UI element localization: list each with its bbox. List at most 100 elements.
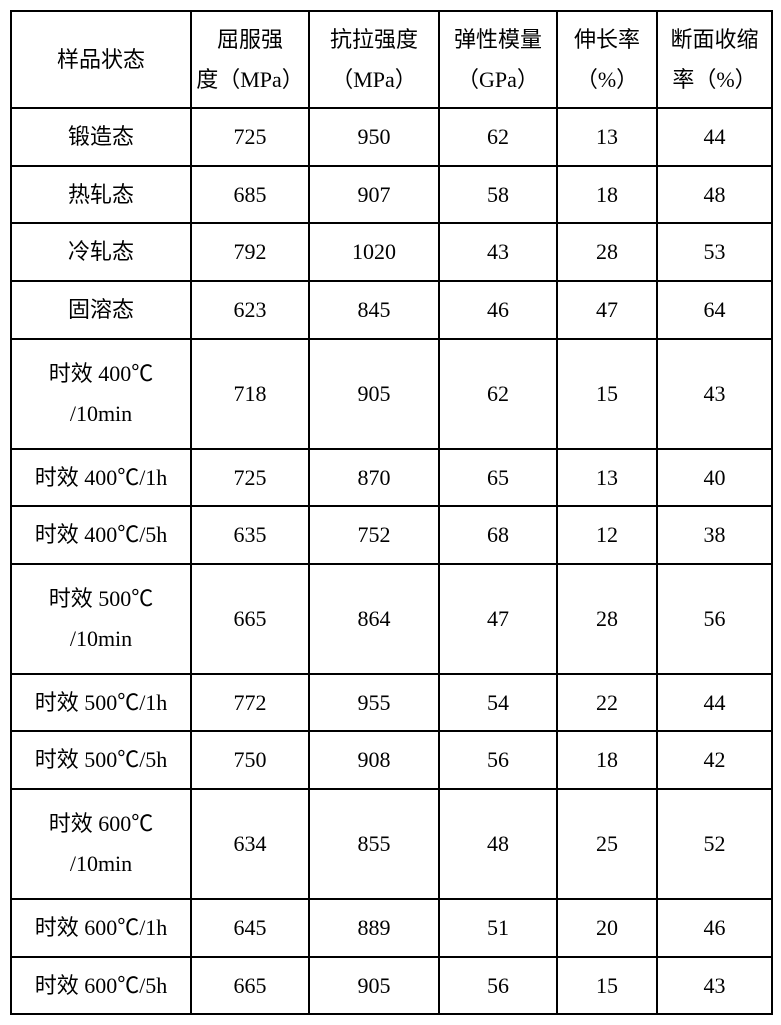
cell-value: 51	[439, 899, 557, 957]
table-header: 样品状态 屈服强 度（MPa） 抗拉强度 （MPa） 弹性模量 （GPa） 伸长…	[11, 11, 772, 108]
table-row: 冷轧态7921020432853	[11, 223, 772, 281]
cell-value: 25	[557, 789, 657, 899]
cell-value: 792	[191, 223, 309, 281]
cell-state: 时效 400℃/1h	[11, 449, 191, 507]
cell-value: 64	[657, 281, 772, 339]
cell-value: 12	[557, 506, 657, 564]
cell-text: /10min	[70, 626, 132, 651]
table-row: 时效 600℃/5h665905561543	[11, 957, 772, 1015]
col-label: 伸长率	[574, 27, 640, 52]
cell-value: 68	[439, 506, 557, 564]
cell-value: 62	[439, 339, 557, 449]
col-label: 抗拉强度	[330, 27, 418, 52]
cell-value: 47	[557, 281, 657, 339]
cell-value: 15	[557, 339, 657, 449]
cell-state: 热轧态	[11, 166, 191, 224]
cell-value: 855	[309, 789, 439, 899]
cell-state: 时效 400℃/5h	[11, 506, 191, 564]
table-row: 时效 400℃/10min718905621543	[11, 339, 772, 449]
cell-value: 907	[309, 166, 439, 224]
cell-value: 725	[191, 108, 309, 166]
cell-value: 845	[309, 281, 439, 339]
cell-value: 43	[657, 957, 772, 1015]
cell-value: 62	[439, 108, 557, 166]
col-unit: 率（%）	[672, 67, 756, 92]
cell-state: 时效 600℃/1h	[11, 899, 191, 957]
cell-value: 635	[191, 506, 309, 564]
cell-text: 时效 600℃	[49, 811, 154, 836]
cell-value: 47	[439, 564, 557, 674]
cell-value: 15	[557, 957, 657, 1015]
cell-value: 54	[439, 674, 557, 732]
col-header-reduction: 断面收缩 率（%）	[657, 11, 772, 108]
cell-state: 冷轧态	[11, 223, 191, 281]
cell-value: 48	[657, 166, 772, 224]
cell-value: 22	[557, 674, 657, 732]
cell-value: 42	[657, 731, 772, 789]
cell-value: 43	[439, 223, 557, 281]
col-unit: （MPa）	[331, 67, 417, 92]
cell-state: 时效 600℃ /10min	[11, 789, 191, 899]
col-label: 样品状态	[57, 47, 145, 72]
cell-value: 665	[191, 957, 309, 1015]
cell-value: 718	[191, 339, 309, 449]
col-header-tensile: 抗拉强度 （MPa）	[309, 11, 439, 108]
table-row: 时效 500℃/1h772955542244	[11, 674, 772, 732]
cell-value: 864	[309, 564, 439, 674]
cell-state: 时效 500℃/5h	[11, 731, 191, 789]
cell-state: 时效 500℃ /10min	[11, 564, 191, 674]
col-unit: （GPa）	[457, 67, 539, 92]
cell-state: 锻造态	[11, 108, 191, 166]
cell-value: 53	[657, 223, 772, 281]
cell-value: 645	[191, 899, 309, 957]
table-row: 时效 400℃/1h725870651340	[11, 449, 772, 507]
col-header-state: 样品状态	[11, 11, 191, 108]
col-label: 屈服强	[217, 27, 283, 52]
cell-value: 905	[309, 957, 439, 1015]
col-label: 断面收缩	[670, 27, 758, 52]
cell-value: 56	[439, 731, 557, 789]
cell-value: 889	[309, 899, 439, 957]
cell-value: 905	[309, 339, 439, 449]
table-row: 时效 500℃/10min665864472856	[11, 564, 772, 674]
table-row: 时效 400℃/5h635752681238	[11, 506, 772, 564]
cell-value: 955	[309, 674, 439, 732]
cell-value: 48	[439, 789, 557, 899]
cell-value: 665	[191, 564, 309, 674]
table-row: 时效 500℃/5h750908561842	[11, 731, 772, 789]
cell-value: 725	[191, 449, 309, 507]
cell-value: 772	[191, 674, 309, 732]
table-row: 时效 600℃/1h645889512046	[11, 899, 772, 957]
cell-value: 950	[309, 108, 439, 166]
cell-value: 44	[657, 108, 772, 166]
cell-value: 40	[657, 449, 772, 507]
cell-value: 18	[557, 166, 657, 224]
cell-value: 38	[657, 506, 772, 564]
table-row: 热轧态685907581848	[11, 166, 772, 224]
col-label: 弹性模量	[454, 27, 542, 52]
cell-value: 18	[557, 731, 657, 789]
properties-table: 样品状态 屈服强 度（MPa） 抗拉强度 （MPa） 弹性模量 （GPa） 伸长…	[10, 10, 773, 1015]
cell-text: 时效 500℃	[49, 586, 154, 611]
cell-text: /10min	[70, 851, 132, 876]
col-unit: 度（MPa）	[196, 67, 304, 92]
cell-value: 43	[657, 339, 772, 449]
cell-value: 46	[657, 899, 772, 957]
cell-value: 1020	[309, 223, 439, 281]
cell-value: 13	[557, 449, 657, 507]
cell-value: 908	[309, 731, 439, 789]
cell-value: 750	[191, 731, 309, 789]
cell-text: 时效 400℃	[49, 361, 154, 386]
cell-value: 44	[657, 674, 772, 732]
cell-state: 时效 600℃/5h	[11, 957, 191, 1015]
header-row: 样品状态 屈服强 度（MPa） 抗拉强度 （MPa） 弹性模量 （GPa） 伸长…	[11, 11, 772, 108]
cell-state: 固溶态	[11, 281, 191, 339]
col-header-elongation: 伸长率 （%）	[557, 11, 657, 108]
cell-value: 870	[309, 449, 439, 507]
cell-value: 58	[439, 166, 557, 224]
cell-value: 28	[557, 223, 657, 281]
table-row: 锻造态725950621344	[11, 108, 772, 166]
cell-value: 634	[191, 789, 309, 899]
table-row: 固溶态623845464764	[11, 281, 772, 339]
cell-value: 685	[191, 166, 309, 224]
